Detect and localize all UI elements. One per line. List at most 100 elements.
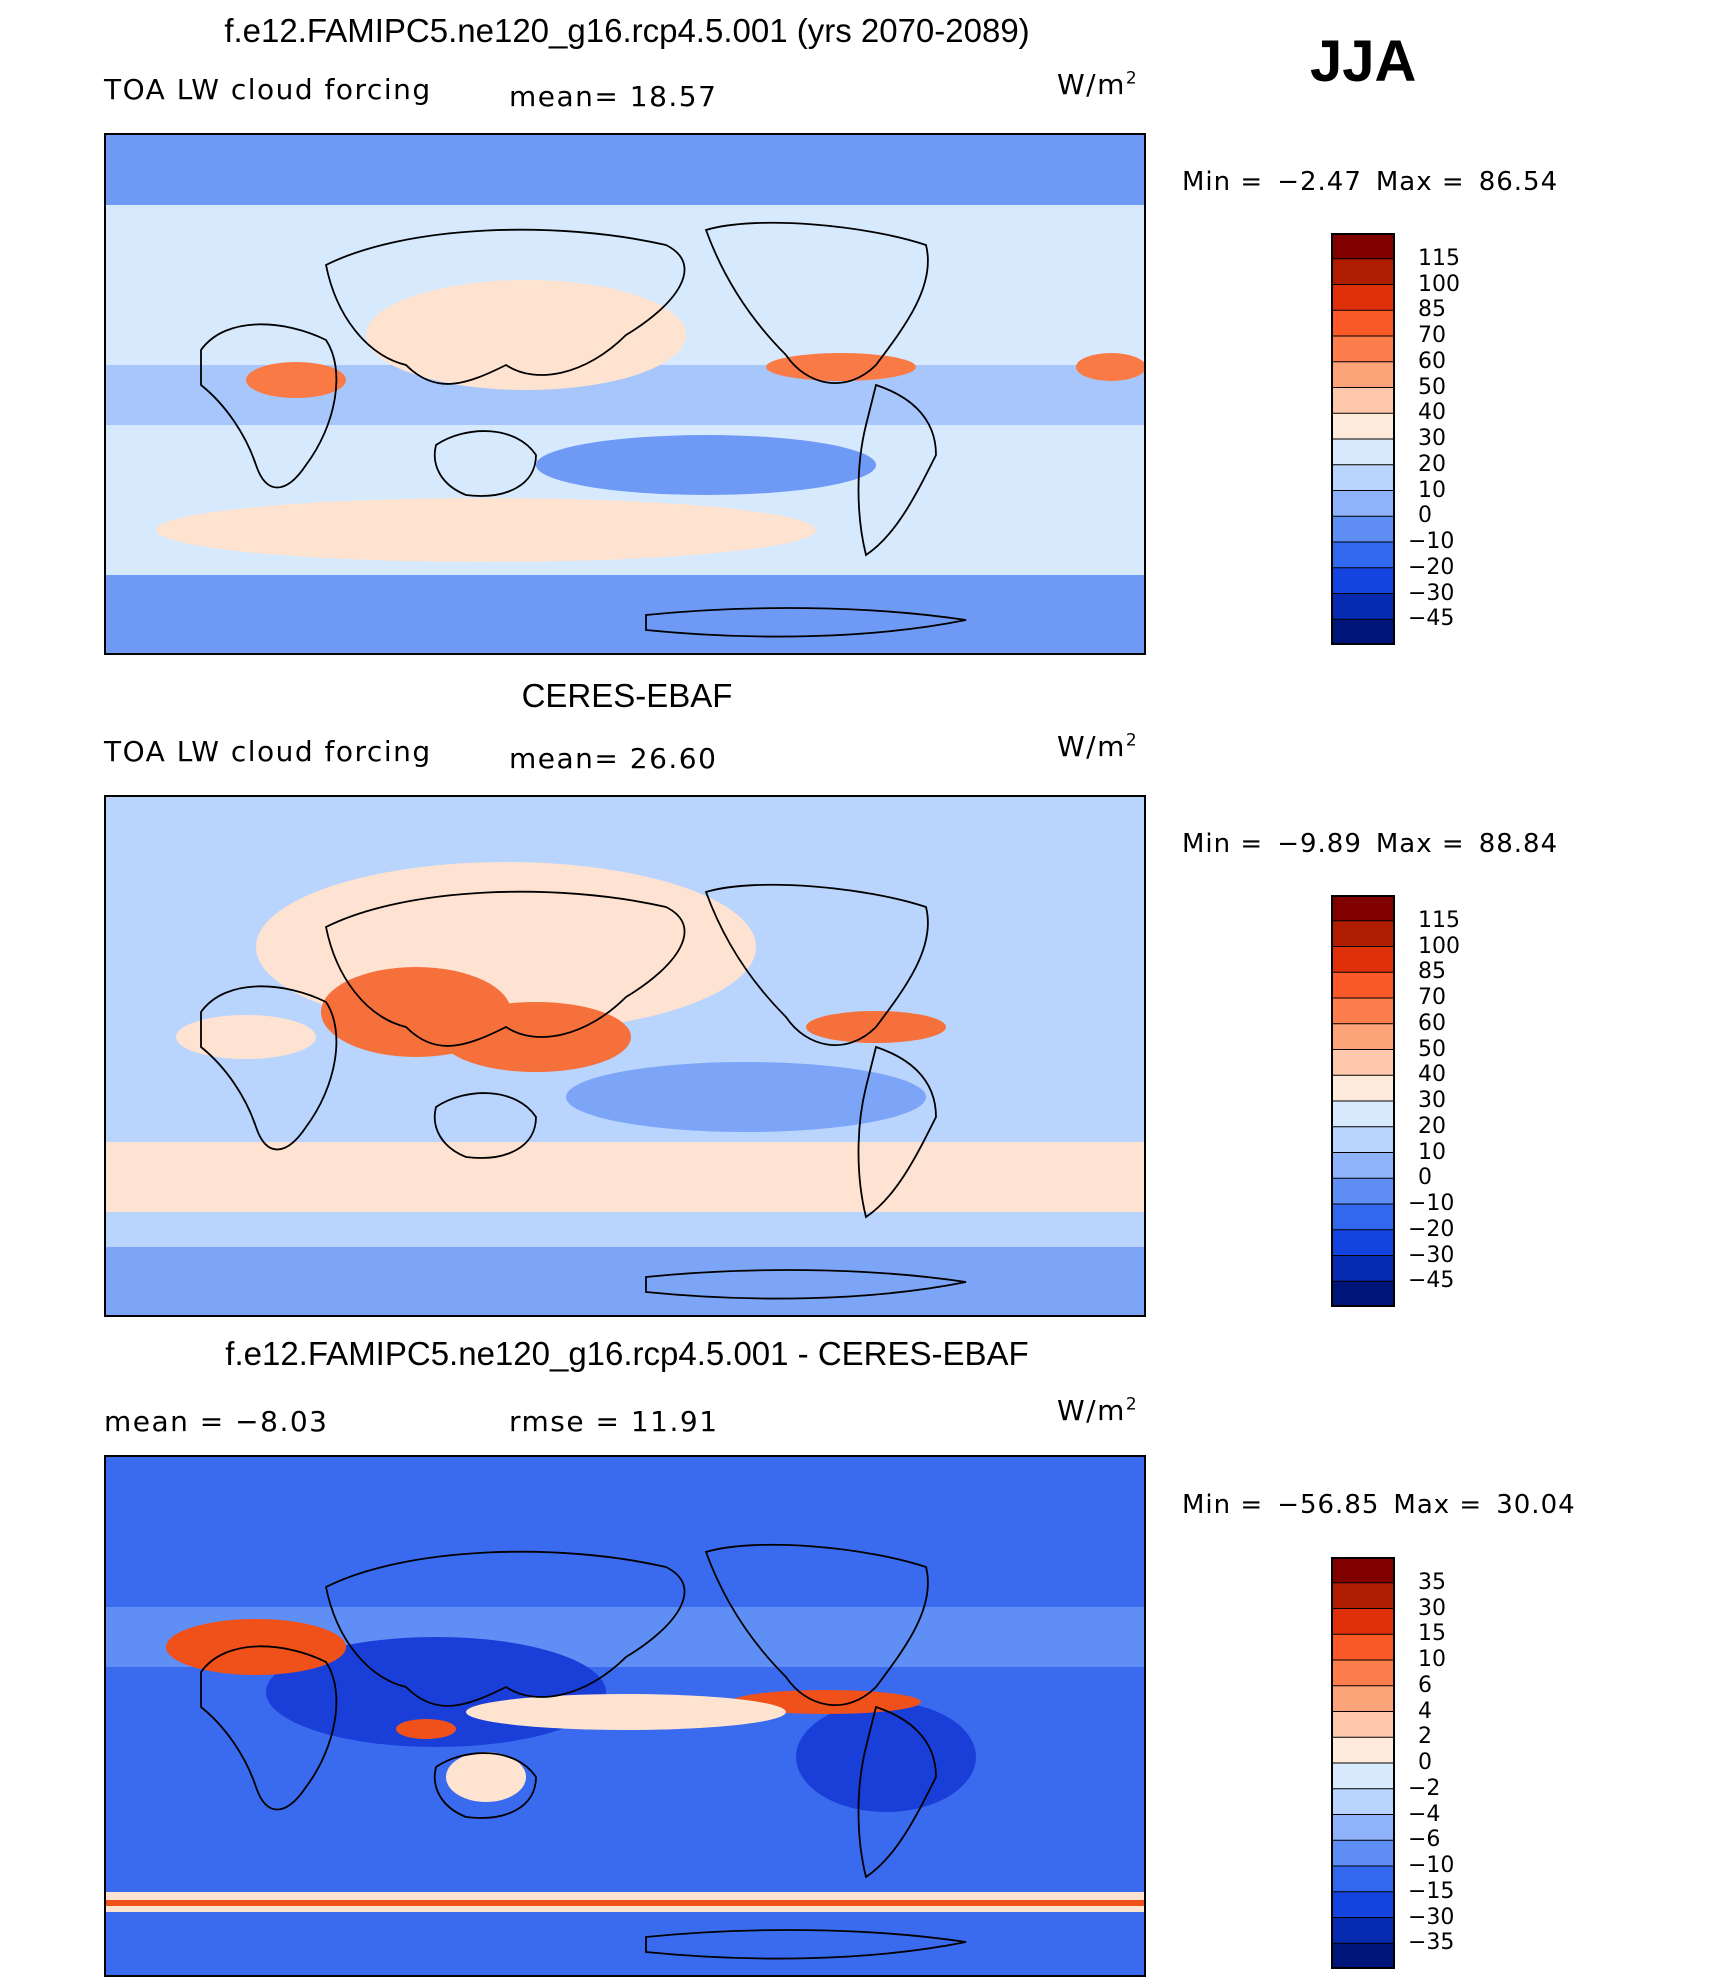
panel-3-max-value: 30.04 xyxy=(1496,1490,1576,1520)
colorbar-swatch xyxy=(1331,413,1395,440)
colorbar-swatch xyxy=(1331,895,1395,922)
panel-3-map xyxy=(104,1455,1146,1977)
colorbar-swatch xyxy=(1331,1866,1395,1893)
panel-1-minmax: Min = −2.47 Max = 86.54 xyxy=(1182,167,1558,197)
colorbar-swatch xyxy=(1331,516,1395,543)
colorbar-tick-label: 85 xyxy=(1418,297,1446,323)
colorbar-swatch xyxy=(1331,490,1395,517)
colorbar-tick-label: 10 xyxy=(1418,1647,1446,1672)
colorbar-frame xyxy=(1331,895,1395,1307)
panel-1-map-svg xyxy=(106,135,1144,653)
map-africa-hot-spot xyxy=(246,362,346,398)
colorbar-tick-label: 0 xyxy=(1418,503,1432,529)
colorbar-swatch xyxy=(1331,1943,1395,1969)
colorbar-tick-label: 60 xyxy=(1418,1010,1446,1036)
season-label: JJA xyxy=(1310,29,1417,94)
map-subtropical-cool-region xyxy=(536,435,876,495)
colorbar-swatch xyxy=(1331,310,1395,337)
panel-2-max-label: Max = xyxy=(1375,829,1465,859)
map-australia-warm-region xyxy=(446,1752,526,1802)
colorbar-swatch xyxy=(1331,1840,1395,1867)
panel-1-map xyxy=(104,133,1146,655)
panel-3-map-svg xyxy=(106,1457,1144,1975)
panel-3-min-label: Min = xyxy=(1182,1490,1264,1520)
panel-2-minmax: Min = −9.89 Max = 88.84 xyxy=(1182,829,1558,859)
panel-2-title: CERES-EBAF xyxy=(521,677,733,714)
colorbar-swatch xyxy=(1331,1152,1395,1179)
colorbar-tick-label: 4 xyxy=(1418,1698,1432,1724)
map-equatorial-warm-band xyxy=(466,1694,786,1730)
colorbar-swatch xyxy=(1331,439,1395,466)
panel-3-mean-label: mean = −8.03 xyxy=(104,1405,329,1438)
colorbar-swatch xyxy=(1331,998,1395,1025)
panel-1-colorbar-svg xyxy=(1331,233,1395,645)
panel-1-colorbar-ticks: 115 100 85 70 60 50 40 30 20 10 0 −10 −20 −30 −45 xyxy=(1408,233,1528,645)
panel-3-colorbar-ticks: 35 30 15 10 6 4 2 0 −2 −4 −6 −10 −15 −30 −35 xyxy=(1408,1557,1528,1969)
map-subtropical-cool-region xyxy=(566,1062,926,1132)
colorbar-swatch xyxy=(1331,1608,1395,1635)
panel-3-min-value: −56.85 xyxy=(1277,1490,1380,1520)
panel-2-min-label: Min = xyxy=(1182,829,1264,859)
colorbar-swatch xyxy=(1331,542,1395,569)
colorbar-tick-label: 20 xyxy=(1418,1113,1446,1139)
colorbar-tick-label: 30 xyxy=(1418,1088,1446,1113)
map-asia-warm-region xyxy=(366,280,686,390)
colorbar-swatch xyxy=(1331,567,1395,594)
panel-2-colorbar xyxy=(1331,895,1395,1307)
panel-3-title: f.e12.FAMIPC5.ne120_g16.rcp4.5.001 - CER… xyxy=(225,1335,1029,1372)
colorbar-swatch xyxy=(1331,387,1395,414)
colorbar-tick-label: 100 xyxy=(1418,933,1460,959)
colorbar-tick-label: 100 xyxy=(1418,271,1460,297)
colorbar-tick-label: −30 xyxy=(1408,580,1455,606)
colorbar-tick-label: 70 xyxy=(1418,985,1446,1010)
colorbar-swatch xyxy=(1331,972,1395,999)
colorbar-tick-label: 30 xyxy=(1418,426,1446,451)
panel-3-units: W/m2 xyxy=(1057,1394,1137,1427)
colorbar-tick-label: 85 xyxy=(1418,959,1446,985)
map-coastlines xyxy=(200,883,967,1300)
colorbar-tick-label: 10 xyxy=(1418,477,1446,503)
panel-2-units-exp: 2 xyxy=(1125,730,1137,751)
panel-2-units-base: W/m xyxy=(1057,730,1126,763)
colorbar-swatch xyxy=(1331,1788,1395,1815)
map-coastlines xyxy=(200,221,967,638)
map-southern-storm-track xyxy=(106,1142,1144,1212)
panel-1-colorbar xyxy=(1331,233,1395,645)
panel-3-colorbar xyxy=(1331,1557,1395,1969)
colorbar-swatch xyxy=(1331,1101,1395,1128)
colorbar-swatch xyxy=(1331,1281,1395,1307)
colorbar-swatch xyxy=(1331,1049,1395,1076)
colorbar-swatch xyxy=(1331,1634,1395,1661)
colorbar-tick-label: −10 xyxy=(1408,1853,1455,1878)
colorbar-swatch xyxy=(1331,1763,1395,1790)
map-south-america-cool-region xyxy=(796,1702,976,1812)
map-coastlines xyxy=(200,1543,967,1960)
colorbar-swatch xyxy=(1331,336,1395,363)
map-pacific-itcz-hot-spot xyxy=(766,353,916,381)
colorbar-tick-label: 70 xyxy=(1418,323,1446,348)
colorbar-swatch xyxy=(1331,1204,1395,1231)
panel-2-variable-label: TOA LW cloud forcing xyxy=(104,735,432,768)
map-antarctic-band xyxy=(106,575,1144,653)
colorbar-swatch xyxy=(1331,946,1395,973)
colorbar-tick-label: −45 xyxy=(1408,1268,1455,1294)
colorbar-tick-label: 20 xyxy=(1418,451,1446,477)
colorbar-swatch xyxy=(1331,1891,1395,1918)
panel-1-title: f.e12.FAMIPC5.ne120_g16.rcp4.5.001 (yrs … xyxy=(224,12,1030,49)
colorbar-tick-label: 60 xyxy=(1418,348,1446,374)
panel-2-max-value: 88.84 xyxy=(1478,829,1559,859)
colorbar-tick-label: 6 xyxy=(1418,1672,1432,1698)
colorbar-swatch xyxy=(1331,1178,1395,1205)
colorbar-swatch xyxy=(1331,258,1395,285)
colorbar-swatch xyxy=(1331,1557,1395,1584)
colorbar-tick-label: −35 xyxy=(1408,1930,1455,1956)
map-southern-storm-track xyxy=(156,498,816,562)
colorbar-tick-label: −6 xyxy=(1408,1827,1441,1853)
map-africa-warm-region xyxy=(176,1015,316,1059)
colorbar-tick-label: 50 xyxy=(1418,1036,1446,1062)
colorbar-tick-label: 115 xyxy=(1418,245,1460,271)
panel-3-units-base: W/m xyxy=(1057,1394,1126,1427)
colorbar-swatch xyxy=(1331,920,1395,947)
map-atlantic-hot-spot xyxy=(1076,353,1144,381)
colorbar-tick-label: −30 xyxy=(1408,1242,1455,1268)
